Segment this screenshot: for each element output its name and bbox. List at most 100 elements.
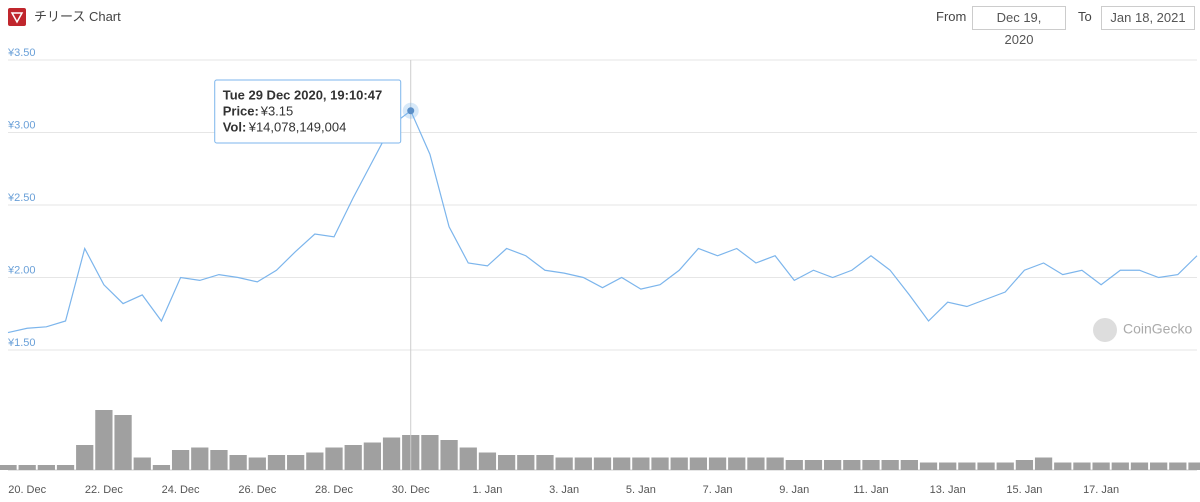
x-tick-label: 22. Dec <box>85 484 123 496</box>
volume-bar <box>1092 462 1110 470</box>
x-tick-label: 1. Jan <box>472 484 502 496</box>
price-line <box>7 109 1198 334</box>
from-date[interactable]: Dec 19, 2020 <box>972 6 1066 47</box>
watermark: CoinGecko <box>1093 318 1192 342</box>
volume-bar <box>613 457 631 470</box>
tooltip-vol-label: Vol: <box>223 119 247 134</box>
volume-bar <box>18 465 36 470</box>
volume-bar <box>382 437 401 470</box>
volume-bar <box>287 455 305 470</box>
volume-bar <box>517 455 535 470</box>
volume-bar <box>823 460 842 470</box>
volume-bar <box>881 460 899 470</box>
volume-bar <box>1188 462 1200 470</box>
volume-bar <box>440 440 458 470</box>
volume-bar <box>958 462 976 470</box>
to-label: To <box>1078 9 1092 24</box>
watermark-text: CoinGecko <box>1123 321 1192 337</box>
volume-bar <box>1015 460 1034 470</box>
tooltip-box <box>214 79 402 144</box>
x-tick-label: 15. Jan <box>1006 484 1042 496</box>
volume-bar <box>478 452 497 470</box>
volume-bar <box>670 457 688 470</box>
tooltip-title: Tue 29 Dec 2020, 19:10:47 <box>223 87 382 102</box>
volume-bar <box>785 460 803 470</box>
volume-bar <box>37 465 55 470</box>
volume-bar <box>344 445 362 470</box>
volume-bar <box>919 462 938 470</box>
volume-bar <box>191 447 209 470</box>
tooltip-vol: ¥14,078,149,004 <box>248 119 347 134</box>
volume-bar <box>497 455 516 470</box>
tooltip-price-label: Price: <box>223 103 259 118</box>
volume-bar <box>1054 462 1072 470</box>
volume-bar <box>1111 462 1129 470</box>
x-tick-label: 9. Jan <box>779 484 809 496</box>
volume-bar <box>210 450 228 470</box>
volume-bar <box>1034 457 1053 470</box>
y-tick-label: ¥3.00 <box>7 119 36 131</box>
volume-bar <box>804 460 823 470</box>
volume-bar <box>56 465 75 470</box>
x-tick-label: 17. Jan <box>1083 484 1119 496</box>
volume-bar <box>76 445 94 470</box>
tooltip-price: ¥3.15 <box>260 103 294 118</box>
volume-bar <box>306 452 324 470</box>
x-tick-label: 30. Dec <box>392 484 430 496</box>
volume-bar <box>152 465 171 470</box>
x-tick-label: 5. Jan <box>626 484 656 496</box>
volume-bar <box>229 455 247 470</box>
volume-bar <box>574 457 592 470</box>
x-tick-label: 26. Dec <box>238 484 276 496</box>
volume-bar <box>862 460 880 470</box>
volume-bar <box>977 462 995 470</box>
volume-bar <box>766 457 784 470</box>
hover-point <box>407 107 415 115</box>
volume-bar <box>421 435 439 470</box>
volume-bar <box>95 410 113 470</box>
chart-title: チリース Chart <box>34 9 121 24</box>
x-tick-label: 11. Jan <box>853 484 888 496</box>
volume-bar <box>133 457 151 470</box>
volume-bar <box>939 462 957 470</box>
y-tick-label: ¥1.50 <box>7 337 36 349</box>
volume-bar <box>363 442 382 470</box>
y-tick-label: ¥2.50 <box>7 192 36 204</box>
volume-bar <box>325 447 343 470</box>
volume-bar <box>114 415 132 470</box>
volume-bar <box>1130 462 1149 470</box>
y-tick-label: ¥3.50 <box>7 47 36 59</box>
x-tick-label: 13. Jan <box>930 484 966 496</box>
volume-bar <box>1169 462 1187 470</box>
volume-bar <box>459 447 477 470</box>
logo <box>8 8 26 26</box>
volume-bar <box>248 457 266 470</box>
volume-bar <box>651 457 669 470</box>
volume-bar <box>536 455 554 470</box>
volume-bar <box>708 457 727 470</box>
volume-bar <box>843 460 861 470</box>
volume-bar <box>728 457 746 470</box>
to-date[interactable]: Jan 18, 2021 <box>1101 6 1195 30</box>
volume-bar <box>267 455 286 470</box>
x-tick-label: 3. Jan <box>549 484 579 496</box>
volume-bar <box>1073 462 1091 470</box>
volume-bar <box>171 450 190 470</box>
volume-bar <box>1150 462 1168 470</box>
y-tick-label: ¥2.00 <box>7 264 36 276</box>
x-tick-label: 28. Dec <box>315 484 353 496</box>
volume-bar <box>747 457 765 470</box>
x-tick-label: 7. Jan <box>703 484 733 496</box>
volume-bar <box>689 457 708 470</box>
volume-bar <box>632 457 650 470</box>
volume-bar <box>593 457 612 470</box>
volume-bar <box>0 465 17 470</box>
volume-bar <box>555 457 573 470</box>
volume-bar <box>900 460 918 470</box>
x-tick-label: 24. Dec <box>162 484 200 496</box>
x-tick-label: 20. Dec <box>8 484 46 496</box>
from-label: From <box>936 9 967 24</box>
